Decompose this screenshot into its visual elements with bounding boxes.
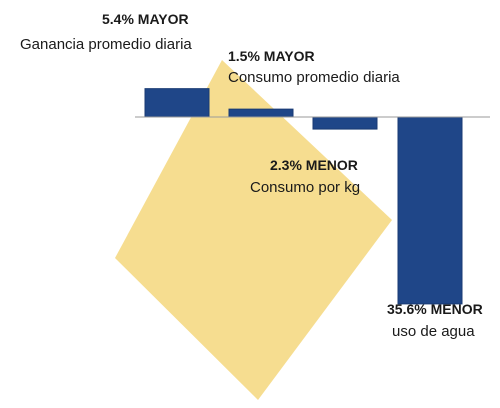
background-diamond-shape [115,60,392,400]
bar-3-value-label: 2.3% MENOR [270,157,358,173]
bar-1 [144,88,210,118]
bar-2-category-label: Consumo promedio diaria [228,69,400,86]
bar-1-value-label: 5.4% MAYOR [102,11,189,27]
bar-4 [397,116,463,305]
bar-2-value-label: 1.5% MAYOR [228,48,315,64]
bar-3-category-label: Consumo por kg [250,179,361,196]
bar-4-value-label: 35.6% MENOR [387,301,483,317]
bar-3 [312,116,378,130]
bar-1-category-label: Ganancia promedio diaria [20,36,192,53]
bar-2 [228,108,294,118]
bar-4-category-label: uso de agua [392,323,475,340]
